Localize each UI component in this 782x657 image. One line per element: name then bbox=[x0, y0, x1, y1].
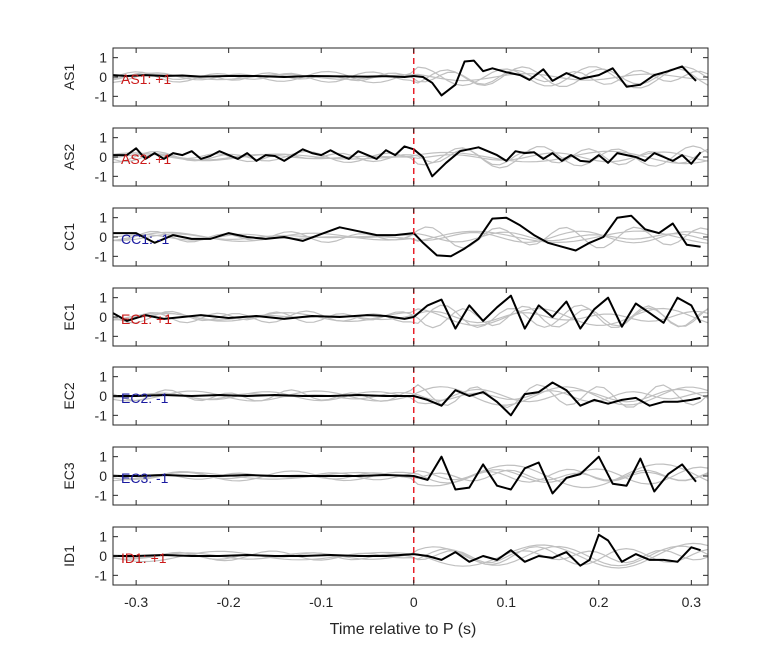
y-tick-label: 0 bbox=[99, 149, 107, 165]
polarity-annotation: EC3: -1 bbox=[121, 470, 169, 486]
panel-ylabel: AS2 bbox=[61, 144, 77, 171]
x-tick-label: 0.3 bbox=[682, 594, 702, 610]
panel-cc1: -1 0 1 CC1 CC1: -1 bbox=[61, 207, 709, 267]
panel-ec2: -1 0 1 EC2 EC2: -1 bbox=[61, 366, 709, 426]
y-tick-label: 1 bbox=[99, 50, 107, 66]
background-trace bbox=[112, 307, 709, 327]
background-trace bbox=[112, 469, 709, 482]
y-tick-label: -1 bbox=[95, 88, 108, 104]
x-tick-label: 0.1 bbox=[497, 594, 517, 610]
background-trace bbox=[112, 310, 709, 324]
polarity-annotation: ID1: +1 bbox=[121, 550, 167, 566]
panels: -1 0 1 AS1 AS1: +1 -1 0 1 AS2 AS2: +1 -1 0 1 CC1 CC1: … bbox=[61, 47, 709, 586]
y-tick-label: -1 bbox=[95, 248, 108, 264]
y-tick-label: -1 bbox=[95, 328, 108, 344]
y-tick-label: 0 bbox=[99, 309, 107, 325]
background-trace bbox=[112, 463, 709, 489]
panel-ylabel: ID1 bbox=[61, 545, 77, 567]
series-line bbox=[113, 455, 697, 495]
y-tick-label: 1 bbox=[99, 290, 107, 306]
panel-ylabel: EC2 bbox=[61, 382, 77, 409]
series-line bbox=[113, 145, 702, 178]
panel-ec1: -1 0 1 EC1 EC1: +1 bbox=[61, 287, 709, 347]
y-tick-label: 0 bbox=[99, 548, 107, 564]
y-tick-label: 1 bbox=[99, 449, 107, 465]
background-trace bbox=[112, 226, 709, 249]
y-tick-label: -1 bbox=[95, 168, 108, 184]
y-tick-label: 1 bbox=[99, 529, 107, 545]
background-trace bbox=[112, 388, 709, 405]
x-tick-label: -0.1 bbox=[309, 594, 333, 610]
y-tick-label: 0 bbox=[99, 468, 107, 484]
background-trace bbox=[112, 66, 709, 89]
panel-ylabel: EC3 bbox=[61, 462, 77, 489]
x-axis-tick-labels: -0.3 -0.2 -0.1 0 0.1 0.2 0.3 bbox=[124, 594, 701, 610]
panel-ec3: -1 0 1 EC3 EC3: -1 bbox=[61, 446, 709, 506]
polarity-annotation: EC2: -1 bbox=[121, 390, 169, 406]
y-tick-label: -1 bbox=[95, 407, 108, 423]
polarity-annotation: AS1: +1 bbox=[121, 71, 171, 87]
polarity-annotation: CC1: -1 bbox=[121, 231, 169, 247]
background-trace bbox=[112, 150, 709, 165]
y-tick-label: -1 bbox=[95, 487, 108, 503]
y-tick-label: 0 bbox=[99, 69, 107, 85]
y-tick-label: 1 bbox=[99, 130, 107, 146]
x-tick-label: -0.2 bbox=[217, 594, 241, 610]
series-line bbox=[112, 294, 702, 330]
series-line bbox=[112, 59, 697, 97]
y-tick-label: 1 bbox=[99, 369, 107, 385]
panel-ylabel: EC1 bbox=[61, 303, 77, 330]
panel-id1: -1 0 1 ID1 ID1: +1 bbox=[61, 526, 709, 586]
polarity-annotation: AS2: +1 bbox=[121, 151, 171, 167]
y-tick-label: -1 bbox=[95, 567, 108, 583]
background-trace bbox=[112, 383, 709, 409]
polarity-annotation: EC1: +1 bbox=[121, 311, 172, 327]
panel-ylabel: AS1 bbox=[61, 64, 77, 91]
y-tick-label: 0 bbox=[99, 229, 107, 245]
series-line bbox=[113, 381, 701, 417]
x-tick-label: -0.3 bbox=[124, 594, 148, 610]
background-trace bbox=[112, 546, 709, 566]
panel-as1: -1 0 1 AS1 AS1: +1 bbox=[61, 47, 709, 107]
series-line bbox=[113, 214, 701, 258]
background-trace bbox=[112, 73, 709, 82]
background-trace bbox=[112, 305, 709, 329]
x-axis-label: Time relative to P (s) bbox=[330, 621, 477, 638]
x-tick-label: 0 bbox=[410, 594, 418, 610]
panel-as2: -1 0 1 AS2 AS2: +1 bbox=[61, 127, 709, 187]
y-tick-label: 1 bbox=[99, 210, 107, 226]
y-tick-label: 0 bbox=[99, 388, 107, 404]
panel-ylabel: CC1 bbox=[61, 223, 77, 251]
x-tick-label: 0.2 bbox=[589, 594, 609, 610]
series-line bbox=[113, 533, 701, 567]
